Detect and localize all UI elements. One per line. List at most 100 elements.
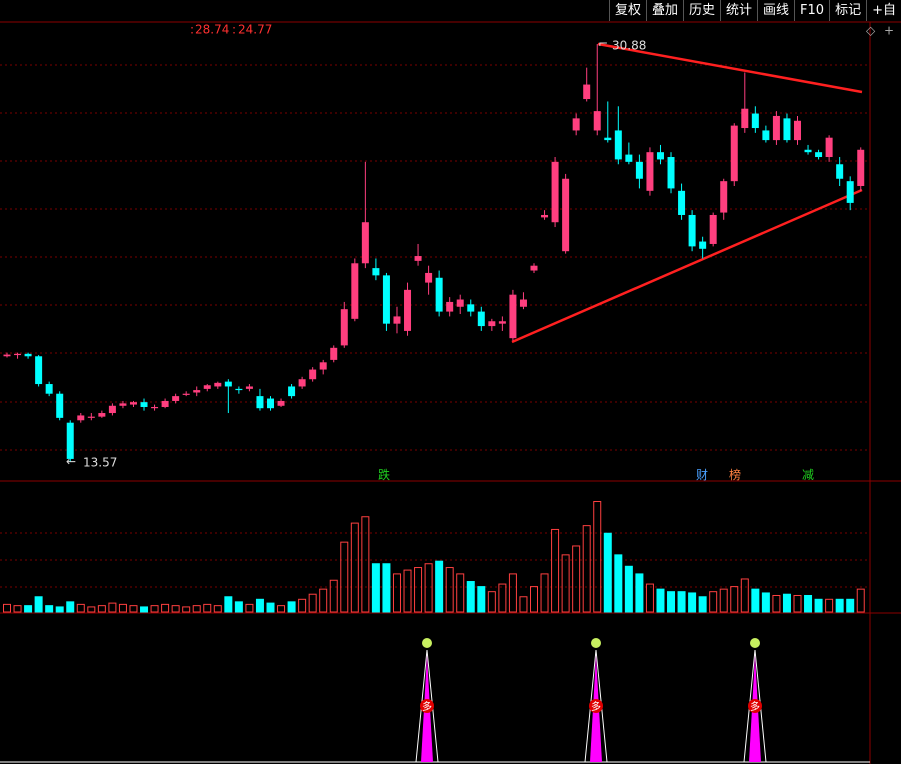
toolbar-button[interactable]: 历史 [683,0,720,21]
volume-bar [614,554,623,613]
event-marker[interactable]: 跌 [378,468,391,482]
volume-bar [319,588,328,613]
volume-bar [97,605,106,613]
volume-bar [192,605,201,613]
volume-bar [719,588,728,613]
candle-body [783,118,791,141]
volume-bar [255,598,264,613]
signal-badge [589,699,603,713]
volume-bar [445,567,454,613]
candle-body [161,400,169,407]
volume-bar [835,598,844,613]
volume-bar [856,588,865,613]
candle-body [730,125,738,182]
candle-body [214,382,222,387]
volume-bar [508,573,517,613]
volume-bar [582,525,591,613]
toolbar-button[interactable]: 复权 [608,0,646,21]
candle-body [509,294,517,339]
candle-body [14,353,22,356]
volume [3,501,865,613]
apple-icon [591,638,601,648]
volume-bar [13,605,22,613]
diamond-icon[interactable]: ◇ [866,24,876,38]
candle-body [256,396,264,409]
candle-body [815,152,823,158]
volume-bar [477,586,486,613]
toolbar-button[interactable]: 叠加 [645,0,683,21]
toolbar-button[interactable]: 统计 [720,0,757,21]
candle-body [87,416,95,418]
arrow: ⌐ [598,37,608,51]
candle-body [129,402,137,405]
candle-body [235,388,243,391]
candle-body [846,181,854,203]
candle-body [551,161,559,223]
low-label: 13.57 [83,456,117,470]
volume-bar [730,586,739,613]
candle-body [245,386,253,389]
candle-body [98,413,106,417]
event-marker[interactable]: 减 [802,468,815,482]
candle-body [646,152,654,191]
plus-icon[interactable]: + [884,24,894,38]
candles [3,43,865,463]
candle-body [24,353,32,357]
volume-bar [350,522,359,613]
candle-body [203,385,211,389]
volume-bar [487,591,496,613]
volume-bar [645,583,654,613]
toolbar-button[interactable]: 标记 [829,0,866,21]
trend-line [597,42,863,94]
candle-body [562,178,570,252]
volume-bar [435,560,444,613]
candle-body [519,299,527,307]
volume-bar [698,596,707,613]
candle-body [298,379,306,387]
candle-body [772,115,780,141]
candle-body [382,275,390,324]
signal-badge [420,699,434,713]
volume-bar [593,501,602,613]
volume-bar [287,601,296,613]
grid [0,64,870,588]
volume-bar [498,583,507,613]
candle-body [667,157,675,189]
candle-body [699,241,707,249]
candle-body [351,263,359,319]
candle-body [193,390,201,393]
signal-label: 多 [422,700,432,713]
volume-bar [814,598,823,613]
volume-bar [403,569,412,613]
volume-bar [804,594,813,613]
candle-body [119,403,127,406]
volume-bar [603,532,612,613]
volume-bar [709,591,718,613]
separator: : [232,23,236,37]
candle-body [678,190,686,215]
candle-body [762,130,770,141]
candle-body [857,149,865,186]
candle-body [804,149,812,153]
candle-body [182,393,190,395]
toolbar-button[interactable]: +自 [866,0,901,21]
volume-bar [635,573,644,613]
candle-body [56,393,64,418]
toolbar-button[interactable]: 画线 [757,0,794,21]
volume-bar [688,592,697,613]
candle-body [530,265,538,271]
toolbar-button[interactable]: F10 [794,0,829,21]
candle-body [3,354,11,357]
candle-body [593,111,601,131]
event-marker[interactable]: 财 [696,468,709,482]
volume-bar [624,565,633,613]
candle-body [140,402,148,407]
candle-body [372,268,380,276]
volume-bar [392,573,401,613]
volume-bar [782,593,791,613]
volume-bar [361,516,370,613]
candle-body [446,301,454,312]
event-marker[interactable]: 榜 [729,468,742,482]
trend-line [511,188,863,344]
